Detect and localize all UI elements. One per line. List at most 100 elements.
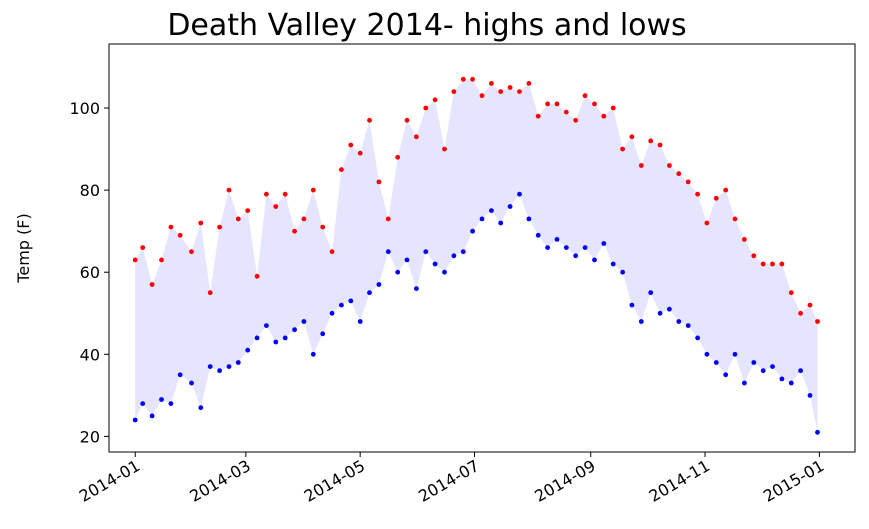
low-temp-point [320, 331, 326, 337]
low-temp-point [685, 323, 691, 328]
high-temp-point [807, 302, 813, 308]
high-temp-point [517, 89, 522, 94]
low-temp-point [751, 360, 757, 365]
y-tick-label: 60 [80, 263, 100, 282]
high-temp-point [479, 93, 485, 99]
high-temp-point [667, 163, 672, 168]
low-temp-point [442, 269, 447, 275]
high-temp-point [563, 109, 569, 115]
high-temp-point [695, 191, 700, 197]
high-temp-point [601, 113, 607, 119]
low-temp-point [226, 364, 232, 369]
low-temp-point [489, 208, 494, 214]
low-temp-point [235, 360, 241, 365]
x-tick-label: 2014-01 [76, 456, 143, 506]
low-temp-point [310, 351, 316, 357]
low-temp-point [385, 249, 391, 255]
low-temp-point [198, 405, 204, 411]
high-temp-point [140, 245, 146, 251]
low-temp-point [554, 237, 560, 242]
low-temp-point [451, 253, 457, 259]
low-temp-point [657, 310, 663, 316]
low-temp-point [329, 310, 335, 316]
high-temp-point [207, 290, 213, 296]
low-temp-point [159, 397, 164, 402]
high-temp-point [610, 105, 616, 111]
high-temp-point [620, 146, 625, 152]
low-temp-point [695, 335, 700, 341]
high-temp-point [779, 261, 785, 267]
low-temp-point [264, 323, 269, 328]
lows-series [132, 191, 820, 435]
x-tick-label: 2015-01 [760, 456, 827, 506]
high-temp-point [273, 204, 279, 209]
low-temp-point [423, 249, 429, 255]
y-tick-label: 100 [69, 99, 100, 118]
high-temp-point [451, 89, 457, 94]
low-temp-point [498, 220, 504, 226]
high-temp-point [676, 171, 682, 177]
high-temp-point [177, 232, 183, 238]
high-temp-point [292, 228, 297, 234]
low-temp-point [339, 302, 344, 308]
high-temp-point [526, 81, 532, 86]
high-temp-point [217, 224, 223, 230]
low-temp-point [292, 327, 297, 333]
low-temp-point [610, 261, 616, 267]
y-tick-label: 40 [80, 345, 100, 364]
high-temp-point [264, 191, 269, 197]
low-temp-point [798, 368, 803, 374]
low-temp-point [526, 216, 532, 222]
low-temp-point [629, 302, 635, 308]
low-temp-point [479, 216, 485, 222]
low-temp-point [807, 393, 813, 398]
x-tick-label: 2014-07 [415, 456, 482, 506]
low-temp-point [189, 380, 194, 386]
high-temp-point [470, 76, 475, 82]
low-temp-point [245, 347, 251, 353]
high-temp-point [414, 134, 419, 140]
high-temp-point [385, 216, 391, 222]
high-temp-point [507, 85, 513, 90]
high-temp-point [460, 76, 466, 82]
low-temp-point [376, 282, 382, 287]
plot-frame [108, 43, 856, 453]
high-temp-point [592, 101, 597, 107]
high-temp-point [723, 187, 729, 193]
low-temp-point [582, 245, 588, 251]
high-temp-point [535, 113, 541, 119]
low-temp-point [620, 269, 625, 275]
high-temp-point [245, 208, 251, 214]
y-axis-label: Temp (F) [14, 213, 33, 283]
x-tick-label: 2014-11 [646, 456, 713, 506]
high-temp-point [751, 253, 757, 259]
high-temp-point [815, 319, 820, 324]
low-temp-point [779, 376, 785, 382]
y-tick-label: 20 [80, 427, 100, 446]
high-temp-point [132, 257, 138, 263]
high-temp-point [432, 97, 438, 103]
x-tick-label: 2014-03 [186, 456, 253, 506]
high-temp-point [638, 163, 644, 168]
high-temp-point [395, 154, 401, 160]
high-temp-point [788, 290, 794, 296]
high-temp-point [168, 224, 174, 230]
high-temp-point [339, 167, 344, 173]
high-temp-point [713, 195, 719, 201]
low-temp-point [545, 245, 550, 251]
high-temp-point [198, 220, 204, 226]
high-temp-point [798, 310, 803, 316]
chart-title: Death Valley 2014- highs and lows [167, 8, 686, 43]
high-low-range-fill [135, 79, 818, 433]
high-temp-point [704, 220, 710, 226]
x-tick-label: 2014-05 [301, 456, 368, 506]
high-temp-point [357, 150, 363, 156]
high-temp-point [367, 117, 372, 123]
low-temp-point [563, 245, 569, 251]
low-temp-point [517, 191, 522, 197]
x-tick-label: 2014-09 [531, 456, 598, 506]
low-temp-point [638, 319, 644, 324]
high-temp-point [282, 191, 288, 197]
high-temp-point [310, 187, 316, 193]
high-temp-point [348, 142, 354, 148]
